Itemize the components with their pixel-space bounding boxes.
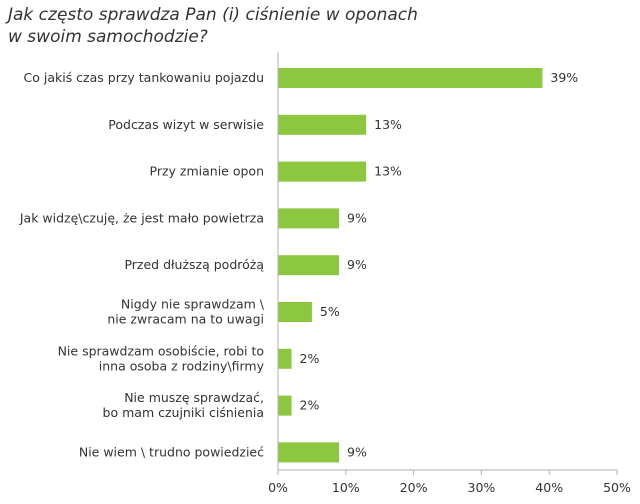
category-label-6-line-1: Nigdy nie sprawdzam \ [121,297,265,312]
category-label-8-line-2: bo mam czujniki ciśnienia [103,405,264,420]
value-label-5: 9% [347,257,367,272]
x-tick-label-5: 40% [535,480,563,495]
category-label-6-line-2: nie zwracam na to uwagi [107,312,264,327]
x-tick-label-4: 30% [468,480,496,495]
x-tick-label-3: 20% [400,480,428,495]
category-label-9: Nie wiem \ trudno powiedzieć [79,444,264,459]
value-label-1: 39% [550,70,578,85]
category-label-2: Podczas wizyt w serwisie [108,117,264,132]
chart-title: Jak często sprawdza Pan (i) ciśnienie w … [8,4,628,48]
category-label-7-line-1: Nie sprawdzam osobiście, robi to [58,343,264,358]
x-tick-label-6: 50% [603,480,631,495]
bar-2 [278,114,367,135]
value-label-7: 2% [300,351,320,366]
category-label-7-line-2: inna osoba z rodziny\firmy [99,358,265,373]
category-label-1: Co jakiś czas przy tankowaniu pojazdu [24,70,265,85]
category-label-3: Przy zmianie opon [150,164,264,179]
value-label-4: 9% [347,210,367,225]
bar-1 [278,68,543,88]
x-tick-label-1: 0% [268,480,288,495]
value-label-6: 5% [320,304,340,319]
bar-5 [278,255,340,276]
value-label-8: 2% [300,398,320,413]
bar-3 [278,161,367,182]
chart-title-line-2: w swoim samochodzie? [8,27,208,47]
bar-9 [278,442,340,463]
category-label-4: Jak widzę\czuję, że jest mało powietrza [19,210,264,225]
value-label-2: 13% [374,117,402,132]
bar-4 [278,208,340,229]
chart-title-line-1: Jak często sprawdza Pan (i) ciśnienie w … [8,5,418,25]
bar-6 [278,302,312,322]
bar-8 [278,395,292,416]
x-tick-label-2: 10% [332,480,360,495]
category-label-8-line-1: Nie muszę sprawdzać, [124,390,264,405]
value-label-3: 13% [374,164,402,179]
value-label-9: 9% [347,444,367,459]
bar-7 [278,348,292,369]
category-label-5: Przed dłuższą podróżą [124,257,264,272]
